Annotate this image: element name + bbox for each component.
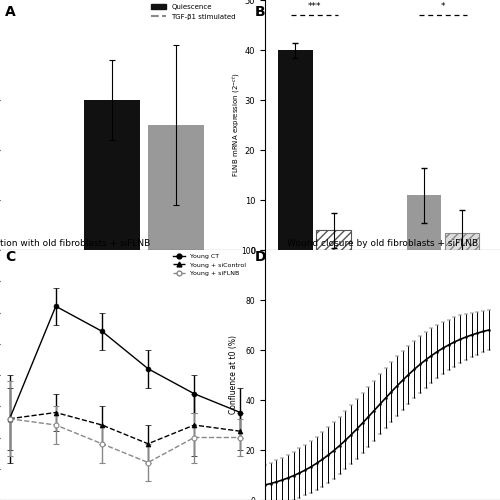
Text: D: D xyxy=(255,250,266,264)
Bar xyxy=(278,50,312,250)
Text: *: * xyxy=(440,2,445,11)
Bar xyxy=(84,100,140,250)
Y-axis label: FLNB mRNA expression (2$^{-ct}$): FLNB mRNA expression (2$^{-ct}$) xyxy=(230,72,242,178)
Text: tion with old fibroblasts + siFLNB: tion with old fibroblasts + siFLNB xyxy=(0,239,150,248)
Bar xyxy=(148,125,204,250)
Text: ***: *** xyxy=(308,2,321,11)
Legend: Quiescence, TGF-β1 stimulated: Quiescence, TGF-β1 stimulated xyxy=(148,2,238,22)
Bar xyxy=(316,230,350,250)
Legend: Young CT, Young + siControl, Young + siFLNB: Young CT, Young + siControl, Young + siF… xyxy=(170,251,249,278)
Text: C: C xyxy=(5,250,15,264)
Bar xyxy=(445,232,479,250)
Title: Wound closure by old fibroblasts + siFLNB: Wound closure by old fibroblasts + siFLN… xyxy=(287,239,478,248)
Y-axis label: Confluence at t0 (%): Confluence at t0 (%) xyxy=(229,336,238,414)
Text: B: B xyxy=(255,5,266,19)
Text: A: A xyxy=(5,5,16,19)
Bar xyxy=(407,195,441,250)
